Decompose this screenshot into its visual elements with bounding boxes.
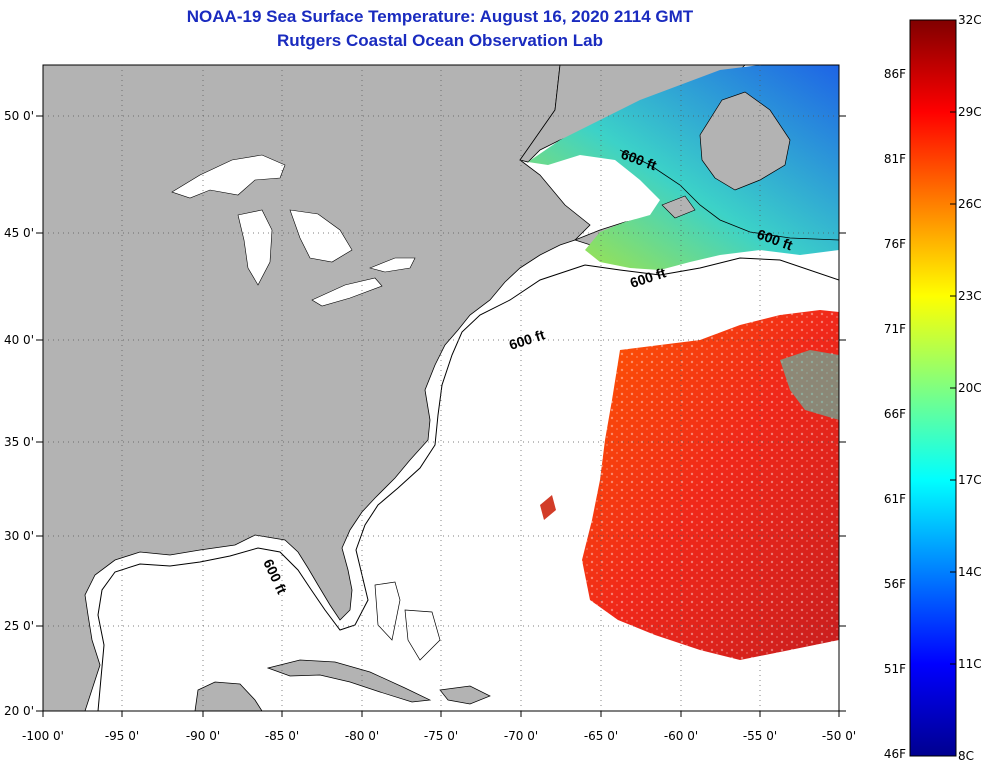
colorbar-c-label: 23C <box>958 289 982 303</box>
land-yucatan <box>194 681 263 711</box>
colorbar-f-label: 81F <box>884 152 906 166</box>
graticule <box>36 65 846 717</box>
colorbar-c-label: 32C <box>958 13 982 27</box>
lon-tick-label: -95 0' <box>105 729 139 743</box>
lake-huron <box>289 209 353 263</box>
colorbar-f-label: 86F <box>884 67 906 81</box>
colorbar <box>909 19 957 757</box>
latitude-axis: 50 0' 45 0' 40 0' 35 0' 30 0' 25 0' 20 0' <box>4 109 34 718</box>
colorbar-c-label: 26C <box>958 197 982 211</box>
colorbar-f-label: 56F <box>884 577 906 591</box>
lon-tick-label: -70 0' <box>504 729 538 743</box>
title-line-2: Rutgers Coastal Ocean Observation Lab <box>277 31 603 50</box>
colorbar-f-label: 76F <box>884 237 906 251</box>
lake-erie <box>311 277 383 307</box>
colorbar-c-label: 11C <box>958 657 982 671</box>
lat-tick-label: 30 0' <box>4 529 34 543</box>
lat-tick-label: 40 0' <box>4 333 34 347</box>
lat-tick-label: 35 0' <box>4 435 34 449</box>
land-cape-breton <box>661 195 696 219</box>
lon-tick-label: -100 0' <box>22 729 64 743</box>
colorbar-c-label: 8C <box>958 749 974 763</box>
lon-tick-label: -80 0' <box>345 729 379 743</box>
colorbar-f-label: 71F <box>884 322 906 336</box>
bahamas-banks <box>374 581 441 661</box>
lat-tick-label: 20 0' <box>4 704 34 718</box>
colorbar-fahrenheit-labels: 86F 81F 76F 71F 66F 61F 56F 51F 46F <box>884 67 906 761</box>
land-hispaniola <box>439 685 491 705</box>
lon-tick-label: -85 0' <box>265 729 299 743</box>
lake-superior <box>171 154 286 199</box>
colorbar-c-label: 14C <box>958 565 982 579</box>
colorbar-f-label: 51F <box>884 662 906 676</box>
colorbar-celsius-labels: 32C 29C 26C 23C 20C 17C 14C 11C 8C <box>950 13 982 763</box>
lake-ontario <box>369 257 416 273</box>
colorbar-c-label: 29C <box>958 105 982 119</box>
colorbar-f-label: 66F <box>884 407 906 421</box>
contour-600ft-gulf-of-maine <box>619 149 839 241</box>
longitude-axis: -100 0' -95 0' -90 0' -85 0' -80 0' -75 0' -70… <box>22 729 856 743</box>
title-line-1: NOAA-19 Sea Surface Temperature: August … <box>186 7 694 26</box>
colorbar-f-label: 46F <box>884 747 906 761</box>
lat-tick-label: 45 0' <box>4 226 34 240</box>
contour-600ft <box>97 257 839 711</box>
colorbar-c-label: 17C <box>958 473 982 487</box>
land-cuba <box>266 659 432 703</box>
lon-tick-label: -50 0' <box>822 729 856 743</box>
lon-tick-label: -65 0' <box>584 729 618 743</box>
sst-warm-patch <box>540 495 556 520</box>
lon-tick-label: -55 0' <box>743 729 777 743</box>
lat-tick-label: 50 0' <box>4 109 34 123</box>
sst-cool-eddy <box>780 350 839 420</box>
lon-tick-label: -75 0' <box>424 729 458 743</box>
lake-michigan <box>237 209 273 286</box>
land-newfoundland <box>699 91 791 191</box>
lat-tick-label: 25 0' <box>4 619 34 633</box>
colorbar-f-label: 61F <box>884 492 906 506</box>
colorbar-c-label: 20C <box>958 381 982 395</box>
land-north-america <box>43 65 591 711</box>
lon-tick-label: -90 0' <box>186 729 220 743</box>
lon-tick-label: -60 0' <box>664 729 698 743</box>
